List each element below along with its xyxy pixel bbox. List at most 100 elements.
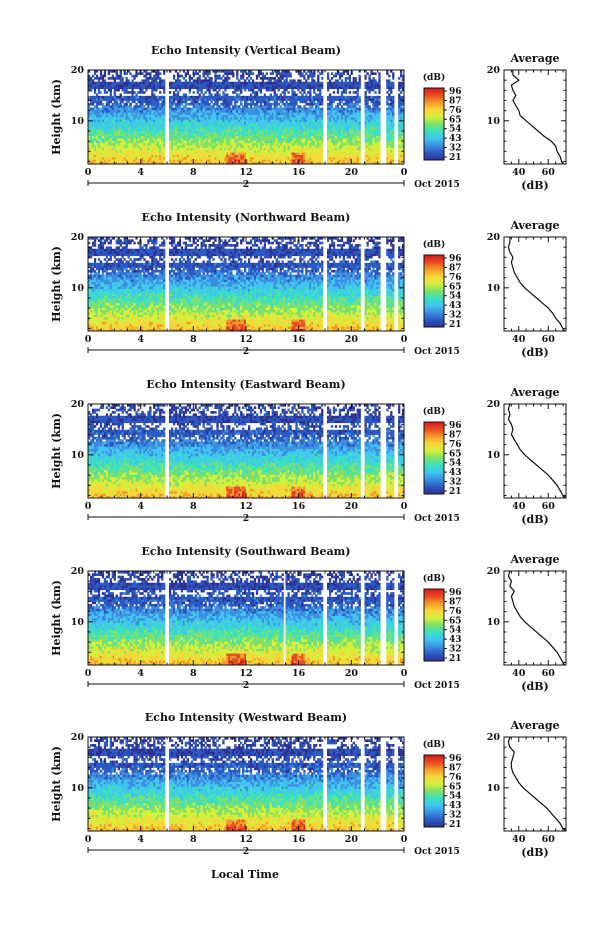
date-label: Oct 2015 — [414, 180, 460, 190]
y-axis-label: Height (km) — [50, 746, 63, 822]
date-label: Oct 2015 — [414, 681, 460, 691]
beam-panel: Echo Intensity (Northward Beam)0 4 8 12 16 20… — [50, 211, 566, 359]
profile-line — [508, 737, 566, 831]
x-tick-label: 0 — [401, 501, 408, 512]
profile-y-tick-label: 20 — [487, 399, 501, 410]
panel-title: Echo Intensity (Vertical Beam) — [151, 44, 341, 57]
y-tick-label: 20 — [71, 232, 85, 243]
profile-x-label: (dB) — [521, 179, 548, 192]
x-tick-label: 12 — [239, 668, 252, 679]
colorbar-unit: (dB) — [423, 406, 445, 417]
profile-y-tick-label: 20 — [487, 232, 501, 243]
x-tick-label: 8 — [190, 167, 197, 178]
y-tick-label: 20 — [71, 566, 85, 577]
heatmap-cells — [88, 70, 404, 164]
y-tick-label: 10 — [71, 783, 85, 794]
x-tick-label: 20 — [345, 834, 359, 845]
y-axis-label: Height (km) — [50, 413, 63, 489]
colorbar-level: 21 — [449, 487, 462, 497]
colorbar-level: 21 — [449, 320, 462, 330]
profile-line — [511, 70, 563, 164]
x-tick-label: 4 — [137, 334, 144, 345]
panel-title: Echo Intensity (Northward Beam) — [142, 211, 351, 224]
x-tick-label: 0 — [85, 834, 92, 845]
profile-y-tick-label: 10 — [487, 617, 501, 628]
profile-x-tick-label: 40 — [512, 334, 526, 345]
profile-y-tick-label: 20 — [487, 732, 501, 743]
day-marker-label: 2 — [243, 347, 249, 357]
heatmap-cells — [88, 404, 404, 498]
x-tick-label: 0 — [85, 167, 92, 178]
panel-title: Echo Intensity (Westward Beam) — [145, 711, 347, 724]
x-tick-label: 8 — [190, 668, 197, 679]
day-marker: 2 — [88, 514, 404, 524]
x-tick-label: 12 — [239, 167, 252, 178]
profile-x-label: (dB) — [521, 513, 548, 526]
date-label: Oct 2015 — [414, 514, 460, 524]
heatmap-cells — [88, 737, 404, 831]
profile-x-tick-label: 60 — [542, 167, 556, 178]
profile-title: Average — [509, 553, 559, 566]
x-tick-label: 0 — [401, 668, 408, 679]
date-label: Oct 2015 — [414, 347, 460, 357]
y-tick-label: 10 — [71, 617, 85, 628]
colorbar-level: 21 — [449, 153, 462, 163]
profile-x-tick-label: 60 — [542, 834, 556, 845]
x-tick-label: 16 — [292, 334, 306, 345]
colorbar-unit: (dB) — [423, 739, 445, 750]
colorbar-level: 21 — [449, 654, 462, 664]
x-tick-label: 12 — [239, 501, 252, 512]
profile-y-tick-label: 20 — [487, 65, 501, 76]
profile-y-tick-label: 10 — [487, 783, 501, 794]
x-tick-label: 0 — [85, 668, 92, 679]
x-tick-label: 4 — [137, 668, 144, 679]
x-tick-label: 8 — [190, 334, 197, 345]
panel-title: Echo Intensity (Southward Beam) — [142, 545, 351, 558]
x-tick-label: 8 — [190, 834, 197, 845]
profile-line — [508, 404, 566, 498]
profile-x-tick-label: 60 — [542, 668, 556, 679]
profile-x-tick-label: 40 — [512, 834, 526, 845]
x-tick-label: 0 — [401, 834, 408, 845]
colorbar-unit: (dB) — [423, 239, 445, 250]
x-tick-label: 0 — [85, 501, 92, 512]
colorbar-unit: (dB) — [423, 573, 445, 584]
profile-line — [508, 237, 564, 331]
profile-x-label: (dB) — [521, 346, 548, 359]
y-tick-label: 10 — [71, 116, 85, 127]
day-marker: 2 — [88, 347, 404, 357]
profile-x-label: (dB) — [521, 846, 548, 859]
day-marker: 2 — [88, 847, 404, 857]
heatmap-cells — [88, 571, 404, 665]
x-tick-label: 0 — [85, 334, 92, 345]
heatmap-cells — [88, 237, 404, 331]
day-marker: 2 — [88, 180, 404, 190]
beam-panel: Echo Intensity (Southward Beam)0 4 8 12 16 20… — [50, 545, 566, 693]
beam-panel: Echo Intensity (Vertical Beam)0 4 8 12 16 20 0… — [50, 44, 566, 192]
profile-line — [508, 571, 564, 665]
profile-x-tick-label: 40 — [512, 501, 526, 512]
x-tick-label: 16 — [292, 834, 306, 845]
y-tick-label: 10 — [71, 283, 85, 294]
profile-x-tick-label: 60 — [542, 334, 556, 345]
profile-x-tick-label: 60 — [542, 501, 556, 512]
x-tick-label: 16 — [292, 167, 306, 178]
y-axis-label: Height (km) — [50, 79, 63, 155]
profile-x-label: (dB) — [521, 680, 548, 693]
date-label: Oct 2015 — [414, 847, 460, 857]
x-tick-label: 12 — [239, 334, 252, 345]
profile-y-tick-label: 10 — [487, 283, 501, 294]
x-tick-label: 0 — [401, 334, 408, 345]
y-tick-label: 10 — [71, 450, 85, 461]
beam-panel: Echo Intensity (Westward Beam)0 4 8 12 16 20 0… — [50, 711, 566, 859]
day-marker-label: 2 — [243, 681, 249, 691]
